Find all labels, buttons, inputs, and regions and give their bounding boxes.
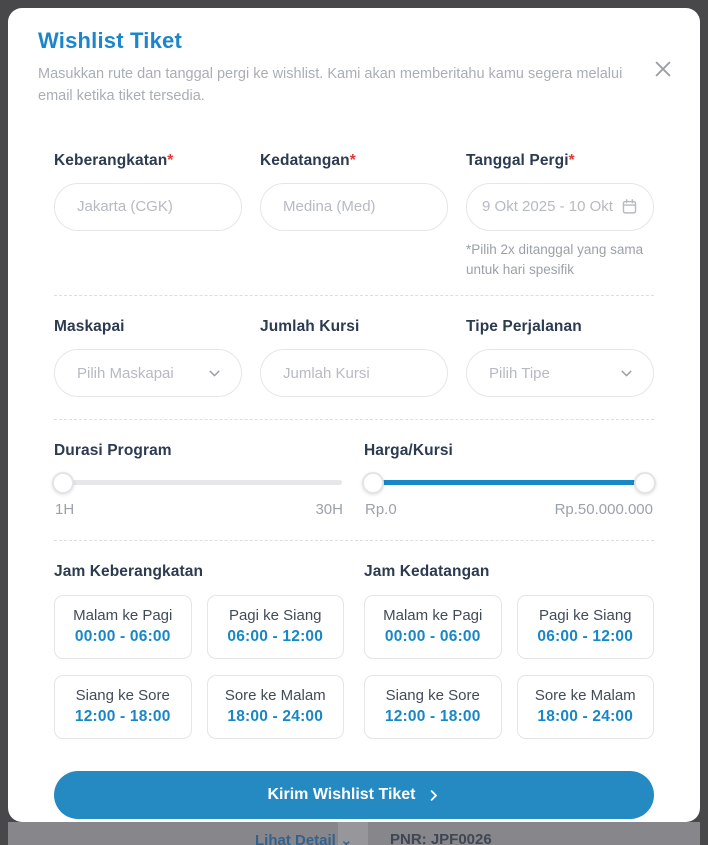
time-option-pagi-ke-siang[interactable]: Pagi ke Siang 06:00 - 12:00 — [206, 595, 344, 660]
date-range-value: 9 Okt 2025 - 10 Okt — [482, 198, 613, 216]
time-option-siang-ke-sore[interactable]: Siang ke Sore 12:00 - 18:00 — [54, 675, 192, 740]
tanggal-pergi-label: Tanggal Pergi* — [466, 151, 575, 169]
background-page-strip: Lihat Detail ⌄ PNR: JPF0026 — [8, 822, 700, 845]
harga-slider-range-labels: Rp.0 Rp.50.000.000 — [364, 501, 654, 518]
modal-body: Keberangkatan* Kedatangan* Tanggal Pergi… — [8, 152, 700, 820]
time-option-pagi-ke-siang[interactable]: Pagi ke Siang 06:00 - 12:00 — [516, 595, 654, 660]
keberangkatan-input[interactable] — [54, 182, 242, 231]
durasi-program-label: Durasi Program — [54, 442, 172, 460]
route-date-row: Keberangkatan* Kedatangan* Tanggal Pergi… — [54, 152, 654, 279]
required-asterisk: * — [349, 151, 356, 169]
harga-slider-min-handle[interactable] — [362, 471, 384, 494]
field-tanggal-pergi: Tanggal Pergi* 9 Okt 2025 - 10 Okt *Pili… — [466, 152, 654, 279]
jam-keberangkatan-label: Jam Keberangkatan — [54, 563, 204, 581]
close-icon[interactable] — [652, 58, 674, 80]
durasi-min-label: 1H — [55, 501, 75, 519]
tipe-perjalanan-select-value: Pilih Tipe — [489, 364, 550, 382]
time-option-siang-ke-sore[interactable]: Siang ke Sore 12:00 - 18:00 — [364, 675, 502, 740]
divider — [54, 540, 654, 542]
durasi-max-label: 30H — [315, 501, 343, 519]
time-option-sore-ke-malam[interactable]: Sore ke Malam 18:00 - 24:00 — [516, 675, 654, 740]
maskapai-select-value: Pilih Maskapai — [77, 364, 174, 382]
jam-kedatangan-section: Jam Kedatangan Malam ke Pagi 00:00 - 06:… — [364, 563, 654, 740]
durasi-slider-range-labels: 1H 30H — [54, 501, 344, 518]
divider — [54, 295, 654, 297]
airline-seat-type-row: Maskapai Pilih Maskapai Jumlah Kursi Tip… — [54, 318, 654, 398]
harga-max-label: Rp.50.000.000 — [554, 501, 653, 519]
harga-slider-track[interactable] — [362, 471, 656, 494]
field-maskapai: Maskapai Pilih Maskapai — [54, 318, 242, 398]
jam-keberangkatan-section: Jam Keberangkatan Malam ke Pagi 00:00 - … — [54, 563, 344, 740]
chevron-right-icon — [430, 789, 437, 801]
background-cell-divider — [338, 822, 368, 845]
harga-slider-max-handle[interactable] — [634, 471, 656, 494]
required-asterisk: * — [167, 151, 174, 169]
required-asterisk: * — [568, 151, 575, 169]
modal-header: Wishlist Tiket Masukkan rute dan tanggal… — [8, 8, 700, 108]
harga-slider-fill — [366, 480, 652, 486]
harga-kursi-label: Harga/Kursi — [364, 442, 453, 460]
harga-kursi-slider-group: Harga/Kursi Rp.0 Rp.50.000.000 — [362, 442, 656, 518]
keberangkatan-label: Keberangkatan* — [54, 151, 174, 169]
divider — [54, 419, 654, 421]
jam-kedatangan-label: Jam Kedatangan — [364, 563, 490, 581]
date-helper-note: *Pilih 2x ditanggal yang sama untuk hari… — [466, 241, 644, 277]
modal-subtitle: Masukkan rute dan tanggal pergi ke wishl… — [38, 66, 623, 105]
time-option-malam-ke-pagi[interactable]: Malam ke Pagi 00:00 - 06:00 — [54, 595, 192, 660]
tipe-perjalanan-select[interactable]: Pilih Tipe — [466, 349, 654, 398]
tanggal-pergi-input[interactable]: 9 Okt 2025 - 10 Okt — [466, 182, 654, 231]
durasi-program-slider-group: Durasi Program 1H 30H — [52, 442, 344, 518]
submit-label: Kirim Wishlist Tiket — [267, 786, 416, 804]
maskapai-label: Maskapai — [54, 318, 125, 336]
field-jumlah-kursi: Jumlah Kursi — [260, 318, 448, 398]
chevron-down-icon — [209, 370, 220, 376]
field-keberangkatan: Keberangkatan* — [54, 152, 242, 279]
harga-min-label: Rp.0 — [365, 501, 397, 519]
jam-kedatangan-options: Malam ke Pagi 00:00 - 06:00 Pagi ke Sian… — [364, 595, 654, 740]
calendar-icon — [622, 199, 637, 215]
maskapai-select[interactable]: Pilih Maskapai — [54, 349, 242, 398]
field-kedatangan: Kedatangan* — [260, 152, 448, 279]
time-option-sore-ke-malam[interactable]: Sore ke Malam 18:00 - 24:00 — [206, 675, 344, 740]
pnr-text: PNR: JPF0026 — [390, 831, 492, 845]
durasi-slider-handle[interactable] — [52, 471, 74, 494]
jumlah-kursi-input[interactable] — [260, 349, 448, 398]
sliders-row: Durasi Program 1H 30H Harga/Kursi Rp.0 — [52, 442, 656, 518]
field-tipe-perjalanan: Tipe Perjalanan Pilih Tipe — [466, 318, 654, 398]
kedatangan-input[interactable] — [260, 182, 448, 231]
kirim-wishlist-tiket-button[interactable]: Kirim Wishlist Tiket — [54, 771, 654, 820]
jam-keberangkatan-options: Malam ke Pagi 00:00 - 06:00 Pagi ke Sian… — [54, 595, 344, 740]
time-option-malam-ke-pagi[interactable]: Malam ke Pagi 00:00 - 06:00 — [364, 595, 502, 660]
time-sections-row: Jam Keberangkatan Malam ke Pagi 00:00 - … — [54, 563, 654, 740]
lihat-detail-link[interactable]: Lihat Detail ⌄ — [255, 832, 353, 845]
durasi-slider-track[interactable] — [52, 471, 342, 494]
kedatangan-label: Kedatangan* — [260, 151, 356, 169]
wishlist-ticket-modal: Wishlist Tiket Masukkan rute dan tanggal… — [8, 8, 700, 822]
tipe-perjalanan-label: Tipe Perjalanan — [466, 318, 582, 336]
chevron-down-icon — [621, 370, 632, 376]
jumlah-kursi-label: Jumlah Kursi — [260, 318, 360, 336]
modal-title: Wishlist Tiket — [38, 28, 183, 53]
